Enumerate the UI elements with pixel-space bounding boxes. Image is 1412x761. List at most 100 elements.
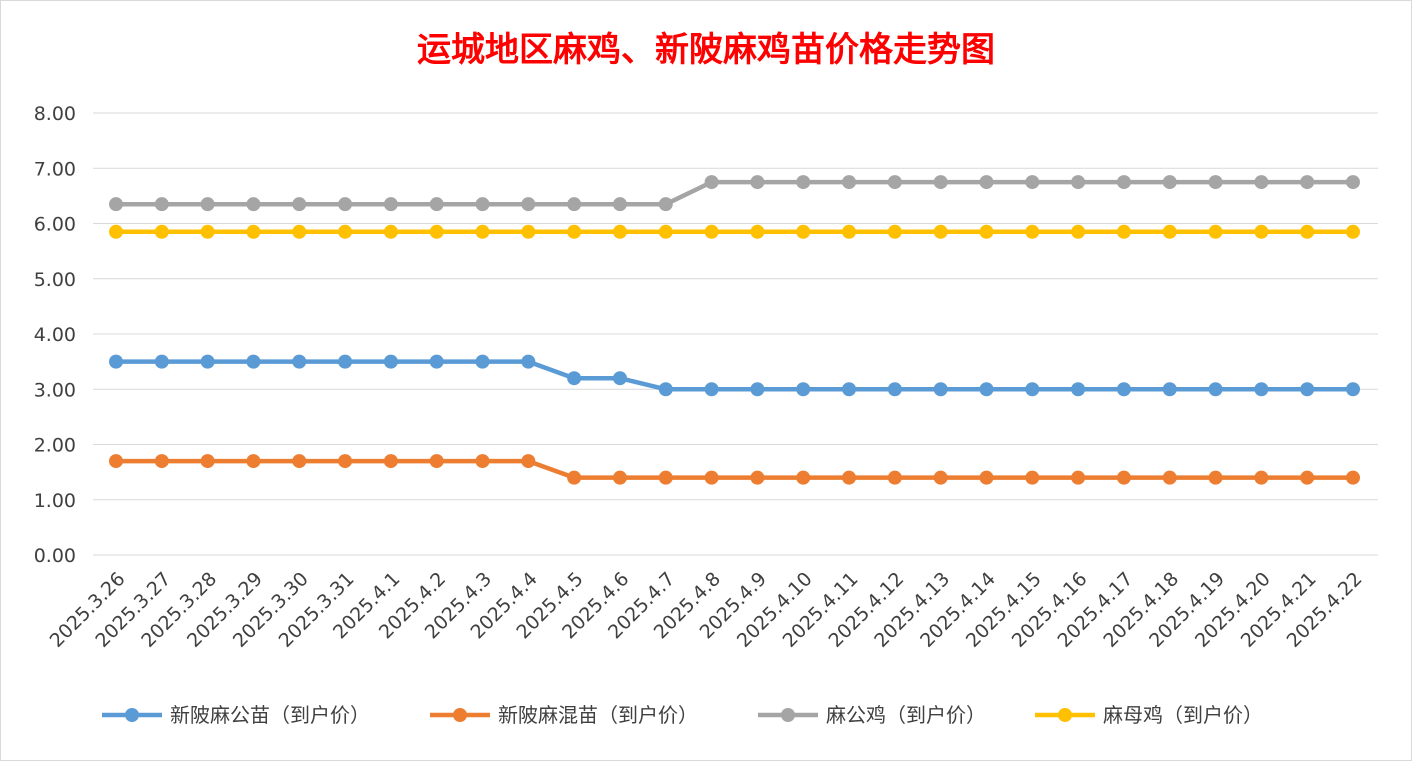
data-point (1116, 224, 1131, 239)
data-point (979, 175, 994, 190)
series-layer (109, 175, 1360, 485)
y-tick-label: 7.00 (34, 158, 76, 180)
series-4 (109, 224, 1360, 239)
data-point (842, 382, 857, 397)
data-point (979, 224, 994, 239)
data-point (750, 470, 765, 485)
data-point (1300, 224, 1315, 239)
data-point (1162, 224, 1177, 239)
data-point (246, 197, 261, 212)
data-point (521, 454, 536, 469)
data-point (429, 224, 444, 239)
data-point (475, 454, 490, 469)
data-point (338, 224, 353, 239)
legend-item: 麻母鸡（到户价） (1035, 703, 1263, 727)
data-point (796, 175, 811, 190)
data-point (704, 470, 719, 485)
data-point (338, 197, 353, 212)
data-point (1162, 175, 1177, 190)
legend-label: 麻母鸡（到户价） (1103, 703, 1263, 727)
y-tick-label: 5.00 (34, 269, 76, 291)
data-point (658, 470, 673, 485)
legend: 新陂麻公苗（到户价） 新陂麻混苗（到户价） 麻公鸡（到户价） 麻母鸡（到户价） (102, 703, 1263, 727)
data-point (200, 197, 215, 212)
data-point (796, 470, 811, 485)
data-point (1162, 382, 1177, 397)
data-point (1071, 382, 1086, 397)
data-point (567, 197, 582, 212)
data-point (292, 224, 307, 239)
data-point (109, 354, 123, 369)
data-point (475, 354, 490, 369)
data-point (1254, 470, 1269, 485)
data-point (704, 224, 719, 239)
data-point (842, 175, 857, 190)
data-point (1300, 175, 1315, 190)
data-point (612, 371, 627, 386)
data-point (292, 197, 307, 212)
data-point (246, 224, 261, 239)
y-tick-label: 8.00 (34, 103, 76, 125)
data-point (383, 454, 398, 469)
data-point (1254, 175, 1269, 190)
data-point (475, 224, 490, 239)
data-point (658, 382, 673, 397)
y-axis-ticks: 0.00 1.00 2.00 3.00 4.00 5.00 6.00 7.00 8.00 (34, 103, 76, 567)
data-point (887, 175, 902, 190)
data-point (887, 470, 902, 485)
legend-marker-swatch (453, 708, 467, 722)
data-point (475, 197, 490, 212)
data-point (658, 224, 673, 239)
data-point (1346, 224, 1360, 239)
series-line (116, 458, 1353, 480)
data-point (567, 470, 582, 485)
data-point (933, 224, 948, 239)
series-line (116, 359, 1353, 392)
y-tick-label: 6.00 (34, 214, 76, 236)
data-point (154, 454, 169, 469)
y-tick-label: 1.00 (34, 490, 76, 512)
y-tick-label: 0.00 (34, 545, 76, 567)
data-point (567, 224, 582, 239)
y-tick-label: 2.00 (34, 435, 76, 457)
data-point (567, 371, 582, 386)
series-2 (109, 454, 1360, 485)
data-point (200, 354, 215, 369)
series-1 (109, 354, 1360, 397)
data-point (1025, 382, 1040, 397)
data-point (612, 197, 627, 212)
data-point (612, 470, 627, 485)
data-point (1116, 470, 1131, 485)
data-point (1208, 224, 1223, 239)
data-point (292, 454, 307, 469)
data-point (429, 454, 444, 469)
data-point (338, 354, 353, 369)
legend-marker-swatch (781, 708, 795, 722)
data-point (292, 354, 307, 369)
data-point (200, 224, 215, 239)
y-tick-label: 4.00 (34, 324, 76, 346)
data-point (1071, 224, 1086, 239)
grid-layer (93, 112, 1378, 556)
data-point (1116, 175, 1131, 190)
data-point (887, 382, 902, 397)
data-point (979, 470, 994, 485)
legend-label: 新陂麻混苗（到户价） (498, 703, 698, 727)
data-point (109, 224, 123, 239)
data-point (796, 382, 811, 397)
data-point (1071, 175, 1086, 190)
data-point (246, 454, 261, 469)
data-point (1025, 175, 1040, 190)
data-point (933, 470, 948, 485)
data-point (1116, 382, 1131, 397)
data-point (1208, 175, 1223, 190)
data-point (200, 454, 215, 469)
data-point (521, 354, 536, 369)
data-point (1071, 470, 1086, 485)
series-line (116, 179, 1353, 207)
legend-label: 新陂麻公苗（到户价） (170, 703, 370, 727)
data-point (979, 382, 994, 397)
data-point (1162, 470, 1177, 485)
chart-title: 运城地区麻鸡、新陂麻鸡苗价格走势图 (417, 30, 995, 70)
